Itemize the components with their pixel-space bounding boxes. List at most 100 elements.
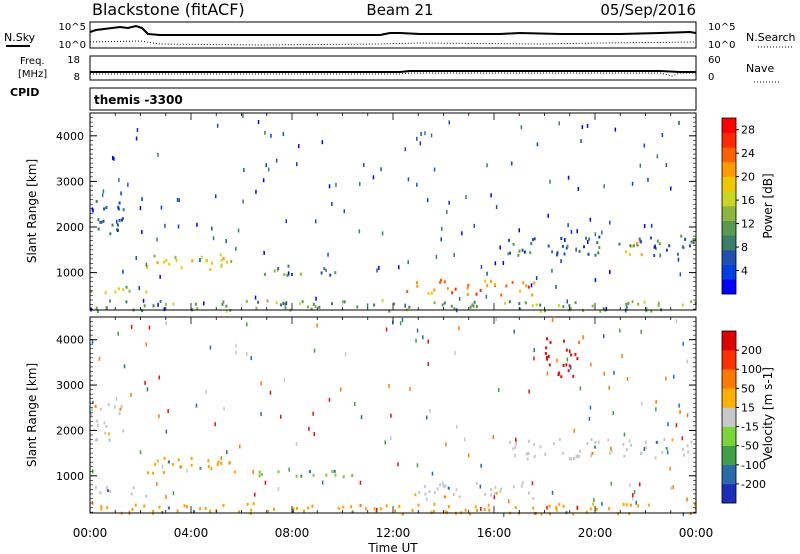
- scatter-cell: [493, 282, 496, 286]
- scatter-cell: [292, 509, 295, 513]
- scatter-cell: [103, 207, 106, 211]
- noise-cell: [384, 440, 386, 445]
- noise-cell: [515, 437, 517, 442]
- scatter-cell: [484, 279, 487, 283]
- noise-cell: [448, 200, 450, 205]
- noise-cell: [263, 250, 265, 255]
- scatter-cell: [311, 504, 314, 508]
- scatter-cell: [548, 504, 551, 508]
- noise-cell: [243, 168, 245, 172]
- noise-cell: [567, 223, 569, 228]
- noise-cell: [458, 326, 460, 331]
- scatter-cell: [164, 302, 167, 306]
- scatter-cell: [476, 509, 478, 512]
- y-tick-label: 2000: [56, 424, 84, 437]
- noise-cell: [528, 389, 530, 394]
- noise-cell: [331, 202, 333, 206]
- scatter-cell: [630, 443, 632, 447]
- noise-cell: [295, 441, 298, 446]
- noise-cell: [612, 411, 614, 415]
- scatter-cell: [644, 440, 647, 444]
- scatter-cell: [246, 502, 249, 506]
- noise-cell: [566, 299, 568, 304]
- scatter-cell: [467, 283, 470, 287]
- scatter-cell: [329, 273, 332, 277]
- nsky-trace: [89, 24, 697, 36]
- scatter-cell: [555, 506, 558, 510]
- colorbar-swatch: [722, 176, 736, 192]
- scatter-cell: [267, 510, 270, 514]
- scatter-cell: [177, 458, 180, 462]
- noise-cell: [172, 491, 175, 496]
- scatter-cell: [284, 302, 287, 306]
- noise-cell: [605, 306, 608, 311]
- scatter-cell: [292, 507, 295, 511]
- scatter-cell: [681, 245, 684, 249]
- scatter-cell: [174, 255, 177, 259]
- noise-cell: [502, 261, 505, 265]
- colorbar-tick-label: 100: [741, 363, 762, 376]
- noise-panel-frame: [89, 21, 697, 49]
- noise-cell: [673, 374, 675, 379]
- noise-cell: [123, 364, 126, 369]
- noise-cell: [593, 498, 595, 503]
- scatter-cell: [439, 483, 442, 487]
- x-tick-label: 20:00: [578, 526, 613, 540]
- scatter-cell: [520, 484, 523, 488]
- colorbar-swatch: [722, 147, 736, 163]
- scatter-cell: [341, 300, 344, 304]
- scatter-cell: [145, 290, 148, 294]
- noise-cell: [675, 423, 678, 428]
- scatter-cell: [152, 510, 154, 513]
- scatter-cell: [359, 504, 362, 507]
- nave-trace: [90, 72, 696, 77]
- noise-cell: [461, 231, 463, 236]
- colorbar-tick-label: 4: [741, 265, 748, 278]
- noise-cell: [112, 155, 114, 160]
- scatter-cell: [105, 485, 108, 489]
- scatter-cell: [381, 299, 384, 303]
- scatter-cell: [500, 293, 503, 297]
- noise-cell: [530, 283, 533, 288]
- scatter-cell: [116, 223, 119, 227]
- scatter-cell: [342, 505, 345, 509]
- scatter-cell: [100, 507, 103, 511]
- scatter-cell: [206, 258, 208, 262]
- velocity-panel: 1000 2000 3000 4000 Slant Range [km]: [25, 316, 697, 517]
- scatter-cell: [217, 460, 220, 464]
- scatter-cell: [105, 306, 108, 310]
- scatter-cell: [602, 307, 605, 311]
- noise-cell: [551, 318, 554, 323]
- scatter-cell: [525, 452, 528, 456]
- scatter-cell: [647, 503, 650, 507]
- scatter-cell: [446, 287, 449, 291]
- noise-cell: [623, 432, 626, 437]
- scatter-cell: [525, 284, 528, 288]
- noise-cell: [549, 179, 551, 184]
- noise-cell: [582, 335, 584, 340]
- noise-cell: [225, 239, 227, 244]
- noise-cell: [264, 130, 266, 135]
- scatter-cell: [624, 250, 627, 254]
- noise-cell: [580, 139, 582, 143]
- noise-cell: [480, 463, 482, 468]
- noise-cell: [518, 228, 520, 233]
- scatter-cell: [134, 503, 137, 507]
- scatter-cell: [628, 512, 631, 516]
- scatter-cell: [690, 300, 693, 304]
- scatter-cell: [539, 303, 542, 307]
- noise-cell: [679, 272, 682, 277]
- noise-cell: [148, 325, 151, 330]
- noise-cell: [556, 358, 558, 363]
- scatter-cell: [532, 497, 535, 500]
- scatter-cell: [122, 288, 125, 292]
- colorbar-tick-label: 200: [741, 344, 762, 357]
- noise-cell: [682, 512, 685, 517]
- noise-cell: [486, 271, 488, 276]
- noise-cell: [678, 120, 680, 125]
- scatter-cell: [100, 505, 103, 509]
- scatter-cell: [567, 369, 570, 373]
- scatter-cell: [594, 445, 596, 449]
- noise-cell: [91, 339, 94, 344]
- noise-cell: [113, 156, 115, 161]
